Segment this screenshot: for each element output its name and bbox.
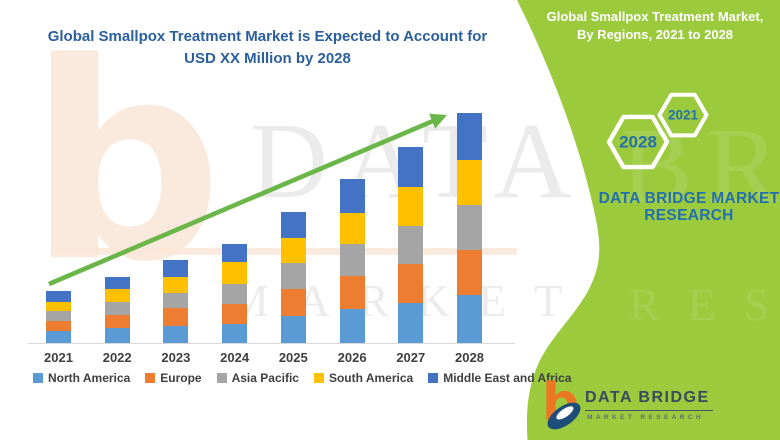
chart-title-line1: Global Smallpox Treatment Market is Expe… xyxy=(47,28,488,45)
legend-item-middle-east-and-africa: Middle East and Africa xyxy=(428,371,571,385)
bar-segment-2021-south-america xyxy=(46,301,71,311)
bar-segment-2021-europe xyxy=(46,320,71,331)
x-axis-line xyxy=(28,343,515,345)
logo-wordmark: DATA BRIDGE xyxy=(585,389,713,411)
legend-swatch-icon xyxy=(216,373,227,383)
bar-segment-2021-middle-east-and-africa xyxy=(46,291,71,302)
bar-segment-2028-europe xyxy=(457,250,482,295)
bar-segment-2028-north-america xyxy=(457,294,482,343)
legend-item-south-america: South America xyxy=(313,371,414,385)
bar-segment-2023-north-america xyxy=(163,325,189,343)
logo-tagline: MARKET RESEARCH xyxy=(587,414,705,421)
legend-item-asia-pacific: Asia Pacific xyxy=(216,371,299,385)
legend-swatch-icon xyxy=(428,373,439,383)
legend-swatch-icon xyxy=(33,373,43,383)
bar-segment-2028-south-america xyxy=(457,159,482,205)
legend-item-north-america: North America xyxy=(33,371,130,385)
chart-title-line2: USD XX Million by 2028 xyxy=(184,50,351,67)
brand-text-line2: RESEARCH xyxy=(644,207,734,224)
hexagon-2028-label: 2028 xyxy=(619,133,657,152)
x-axis-label-2022: 2022 xyxy=(102,350,132,365)
bar-segment-2023-asia-pacific xyxy=(163,292,189,308)
bar-segment-2023-europe xyxy=(163,308,189,326)
bar-segment-2022-europe xyxy=(104,314,130,328)
legend-label: South America xyxy=(328,371,414,385)
side-panel-brand-text: DATA BRIDGE MARKET RESEARCH xyxy=(594,190,780,224)
legend-swatch-icon xyxy=(145,373,156,383)
x-axis-label-2025: 2025 xyxy=(278,350,308,365)
legend-label: Asia Pacific xyxy=(231,371,299,385)
bar-segment-2022-north-america xyxy=(104,328,130,343)
chart-title: Global Smallpox Treatment Market is Expe… xyxy=(15,26,520,70)
bar-segment-2026-north-america xyxy=(339,309,365,343)
x-axis-label-2023: 2023 xyxy=(161,350,191,365)
side-panel-heading-line2: By Regions, 2021 to 2028 xyxy=(576,26,734,42)
bar-segment-2028-asia-pacific xyxy=(457,204,482,250)
legend-label: North America xyxy=(48,371,131,385)
bar-segment-2024-europe xyxy=(222,304,248,324)
bar-segment-2024-north-america xyxy=(222,323,248,343)
hexagon-2028 xyxy=(606,114,670,170)
data-bridge-logo-icon: b xyxy=(542,378,581,430)
bar-segment-2022-asia-pacific xyxy=(104,302,130,315)
legend-label: Middle East and Africa xyxy=(443,371,572,385)
bar-segment-2025-north-america xyxy=(280,316,306,343)
legend-swatch-icon xyxy=(313,373,324,383)
x-axis-label-2028: 2028 xyxy=(455,350,484,365)
hexagon-2021 xyxy=(657,92,709,138)
logo-leaf-swoosh xyxy=(547,402,581,430)
bar-segment-2027-north-america xyxy=(398,303,424,343)
side-panel-heading: Global Smallpox Treatment Market, By Reg… xyxy=(533,8,777,43)
legend: North America Europe Asia Pacific South Ame… xyxy=(33,371,571,385)
green-swoosh xyxy=(517,0,780,440)
bar-segment-2028-middle-east-and-africa xyxy=(457,113,482,160)
bar-segment-2021-north-america xyxy=(46,331,71,343)
bar-segment-2021-asia-pacific xyxy=(46,311,71,321)
legend-label: Europe xyxy=(160,371,202,385)
brand-text-line1: DATA BRIDGE MARKET xyxy=(598,190,780,207)
x-axis-label-2021: 2021 xyxy=(44,350,73,365)
x-axis-label-2026: 2026 xyxy=(337,350,367,365)
bar-segment-2025-europe xyxy=(280,289,306,316)
bar-segment-2024-asia-pacific xyxy=(222,283,248,304)
hexagon-2021-label: 2021 xyxy=(668,108,699,123)
legend-item-europe: Europe xyxy=(145,371,202,385)
bar-segment-2022-south-america xyxy=(104,288,130,302)
x-axis-label-2027: 2027 xyxy=(396,350,426,365)
x-axis-label-2024: 2024 xyxy=(220,350,250,365)
side-panel-heading-line1: Global Smallpox Treatment Market, xyxy=(546,9,764,24)
